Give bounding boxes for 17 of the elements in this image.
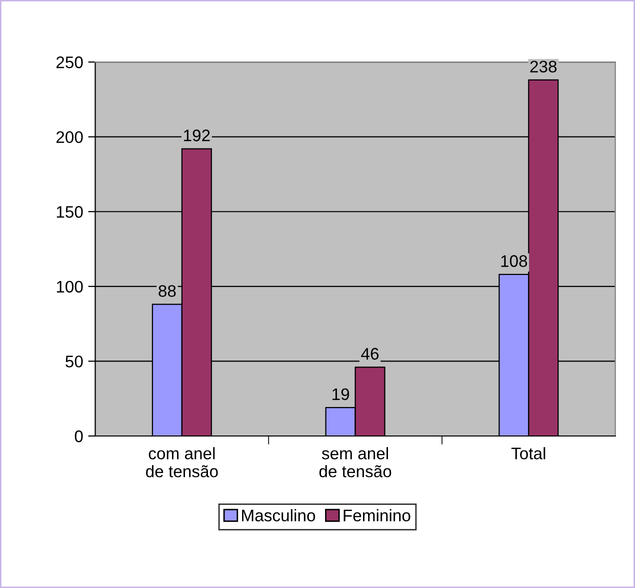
- data-label: 19: [332, 388, 350, 400]
- y-tick-label: 200: [56, 131, 83, 144]
- legend-label: Feminino: [344, 509, 410, 522]
- legend-label: Masculino: [242, 509, 316, 522]
- x-tick-label: sem anel de tensão: [319, 447, 392, 478]
- y-tick-label: 250: [56, 56, 83, 68]
- data-label: 108: [501, 255, 528, 267]
- y-tick-label: 100: [56, 280, 83, 293]
- x-tick-label: com anel de tensão: [146, 447, 218, 478]
- data-label: 192: [184, 130, 210, 142]
- y-tick-label: 0: [74, 430, 83, 442]
- x-tick-label: Total: [511, 447, 546, 460]
- y-tick-label: 50: [66, 356, 83, 368]
- data-label: 88: [158, 285, 176, 297]
- data-label: 46: [361, 348, 379, 360]
- data-label: 238: [530, 60, 557, 73]
- y-tick-label: 150: [56, 206, 83, 218]
